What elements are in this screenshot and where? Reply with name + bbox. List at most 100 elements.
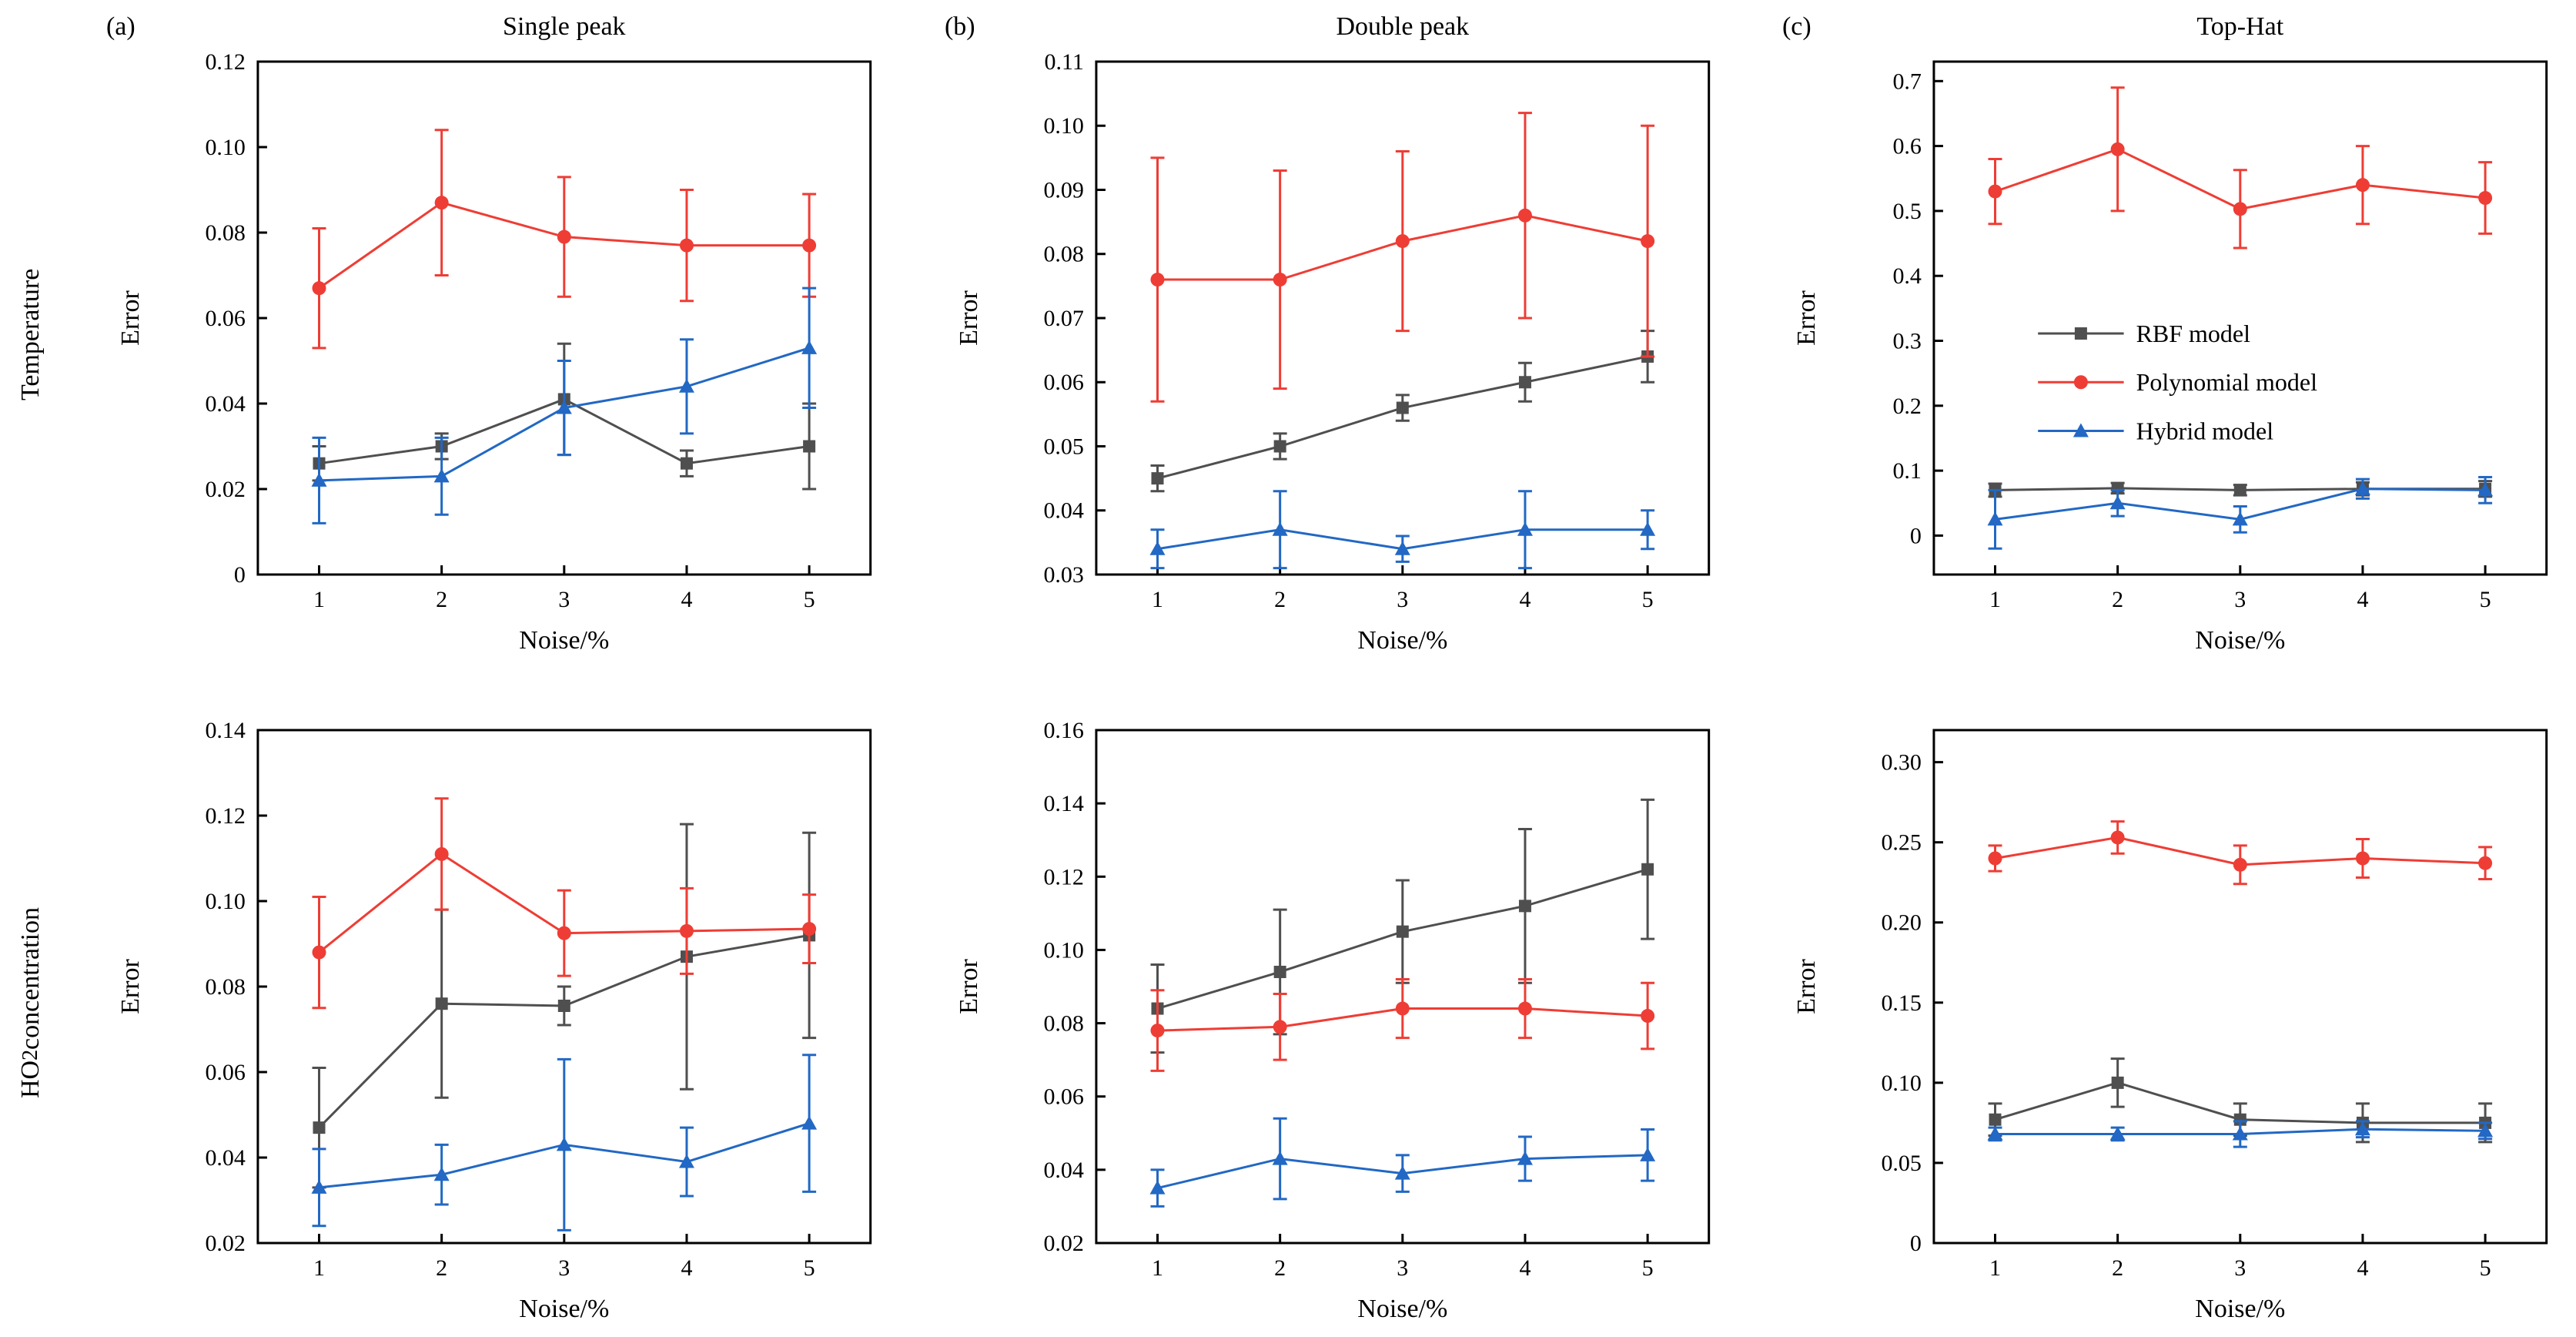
x-axis: 1 2 3 4 5 xyxy=(313,1234,815,1281)
y-tick-label: 0.30 xyxy=(1882,750,1922,776)
marker-circle xyxy=(1988,184,2002,199)
y-tick-label: 0.08 xyxy=(205,220,245,246)
panel-label: (c) xyxy=(1782,12,1812,41)
plot-frame xyxy=(1932,729,2548,1245)
marker-square xyxy=(313,1121,326,1134)
marker-triangle xyxy=(678,378,694,393)
y-axis-label: Error xyxy=(116,958,145,1014)
marker-circle xyxy=(802,922,817,937)
marker-square xyxy=(803,440,816,453)
marker-square xyxy=(1396,401,1409,414)
marker-circle xyxy=(2356,851,2370,866)
y-tick-label: 0.07 xyxy=(1043,306,1083,331)
y-tick-label: 0.20 xyxy=(1882,910,1922,936)
y-tick-label: 0.04 xyxy=(1043,498,1083,524)
y-tick-label: 0.11 xyxy=(1044,49,1083,75)
legend-label: RBF model xyxy=(2136,320,2250,347)
x-tick-label: 3 xyxy=(558,1255,570,1281)
marker-triangle xyxy=(1149,1180,1166,1195)
marker-circle xyxy=(2478,856,2493,870)
marker-triangle xyxy=(1149,541,1166,555)
series-hybrid-model xyxy=(311,1054,818,1231)
y-axis: 0 0.05 0.10 0.15 0.20 0.25 0.30 xyxy=(1882,750,1944,1256)
marker-square xyxy=(2234,1113,2247,1126)
row-label-ho2-concentration: HO 2 concentration xyxy=(16,906,45,1099)
y-tick-label: 0.05 xyxy=(1882,1151,1922,1176)
chart-temperature-single-peak: 0 0.02 0.04 0.06 0.08 0.10 0.12 1 2 3 4 5 Noise/% Err… xyxy=(106,12,872,655)
y-tick-label: 0 xyxy=(234,562,246,588)
y-tick-label: 0.7 xyxy=(1893,69,1922,94)
marker-square xyxy=(680,457,693,470)
marker-triangle xyxy=(1987,511,2003,526)
marker-circle xyxy=(1517,208,1532,223)
x-tick-label: 2 xyxy=(2112,587,2123,612)
x-tick-label: 4 xyxy=(1519,587,1531,612)
marker-circle xyxy=(1273,1020,1287,1034)
marker-circle xyxy=(2233,202,2248,216)
x-tick-label: 3 xyxy=(558,587,570,612)
marker-square xyxy=(1518,900,1531,913)
y-tick-label: 0.14 xyxy=(205,718,245,743)
x-axis-label: Noise/% xyxy=(1357,626,1447,655)
marker-triangle xyxy=(801,1115,818,1130)
marker-triangle xyxy=(1272,521,1288,536)
chart-cell-ho2-single-peak: 0.02 0.04 0.06 0.08 0.10 0.12 0.14 1 2 3 4 5 Noise/%… xyxy=(62,668,900,1337)
y-tick-label: 0.15 xyxy=(1882,990,1922,1016)
chart-cell-temperature-single-peak: 0 0.02 0.04 0.06 0.08 0.10 0.12 1 2 3 4 5 Noise/% Err… xyxy=(62,0,900,668)
marker-triangle xyxy=(2109,495,2126,510)
y-axis-label: Error xyxy=(116,290,145,345)
marker-triangle xyxy=(2355,1121,2371,1136)
marker-triangle xyxy=(311,1179,327,1194)
x-tick-label: 5 xyxy=(804,1255,815,1281)
y-tick-label: 0.14 xyxy=(1043,791,1083,816)
y-tick-label: 0.12 xyxy=(205,49,245,75)
x-tick-label: 3 xyxy=(1397,1255,1408,1281)
series-polynomial-model xyxy=(312,129,817,350)
marker-circle xyxy=(802,238,817,253)
y-tick-label: 0.06 xyxy=(1043,1084,1083,1110)
marker-triangle xyxy=(2233,511,2249,526)
marker-triangle xyxy=(1394,1165,1410,1180)
y-axis-label: Error xyxy=(1792,958,1821,1014)
x-axis: 1 2 3 4 5 xyxy=(1152,565,1653,612)
chart-ho2-top-hat: 0 0.05 0.10 0.15 0.20 0.25 0.30 1 2 3 4 5 Noise/% Err… xyxy=(1792,729,2548,1323)
y-tick-label: 0.02 xyxy=(205,477,245,502)
marker-triangle xyxy=(311,472,327,487)
x-tick-label: 4 xyxy=(1519,1255,1531,1281)
marker-square xyxy=(1273,440,1286,453)
chart-cell-temperature-double-peak: 0.03 0.04 0.05 0.06 0.07 0.08 0.09 0.10 0.11 1 2 3 4… xyxy=(900,0,1738,668)
marker-triangle xyxy=(1517,521,1533,536)
marker-circle xyxy=(312,281,326,296)
marker-square xyxy=(2075,327,2088,340)
x-tick-label: 2 xyxy=(1274,1255,1286,1281)
y-tick-label: 0.02 xyxy=(1043,1231,1083,1256)
series-hybrid-model xyxy=(311,286,818,524)
x-tick-label: 1 xyxy=(1152,1255,1163,1281)
chart-title: Single peak xyxy=(503,12,625,41)
x-tick-label: 5 xyxy=(2480,1255,2491,1281)
plot-frame xyxy=(256,60,872,576)
y-tick-label: 0 xyxy=(1910,1231,1922,1256)
y-tick-label: 0.08 xyxy=(205,974,245,1000)
series-polynomial-model xyxy=(1988,820,2493,886)
y-axis: 0.02 0.04 0.06 0.08 0.10 0.12 0.14 xyxy=(205,718,267,1256)
marker-triangle xyxy=(2477,482,2494,497)
x-axis-label: Noise/% xyxy=(2196,1295,2286,1323)
y-tick-label: 0.25 xyxy=(1882,830,1922,856)
y-tick-label: 0.02 xyxy=(205,1231,245,1256)
chart-cell-temperature-top-hat: 0 0.1 0.2 0.3 0.4 0.5 0.6 0.7 1 2 3 4 5 Noise/% Error T… xyxy=(1738,0,2576,668)
plot-frame xyxy=(1932,60,2548,576)
row-label-temperature: Temperature xyxy=(16,268,45,400)
y-tick-label: 0.06 xyxy=(1043,370,1083,395)
y-tick-label: 0.5 xyxy=(1893,199,1922,224)
y-axis-label: Error xyxy=(955,290,983,345)
series-polynomial-model xyxy=(1150,112,1654,403)
marker-triangle xyxy=(2109,1126,2126,1141)
y-tick-label: 0.2 xyxy=(1893,394,1922,419)
y-tick-label: 0.10 xyxy=(1882,1071,1922,1096)
y-tick-label: 0.12 xyxy=(1043,864,1083,890)
y-tick-label: 0.10 xyxy=(205,135,245,160)
marker-circle xyxy=(2356,178,2370,193)
y-tick-label: 0.06 xyxy=(205,1060,245,1085)
x-axis-label: Noise/% xyxy=(519,1295,609,1323)
